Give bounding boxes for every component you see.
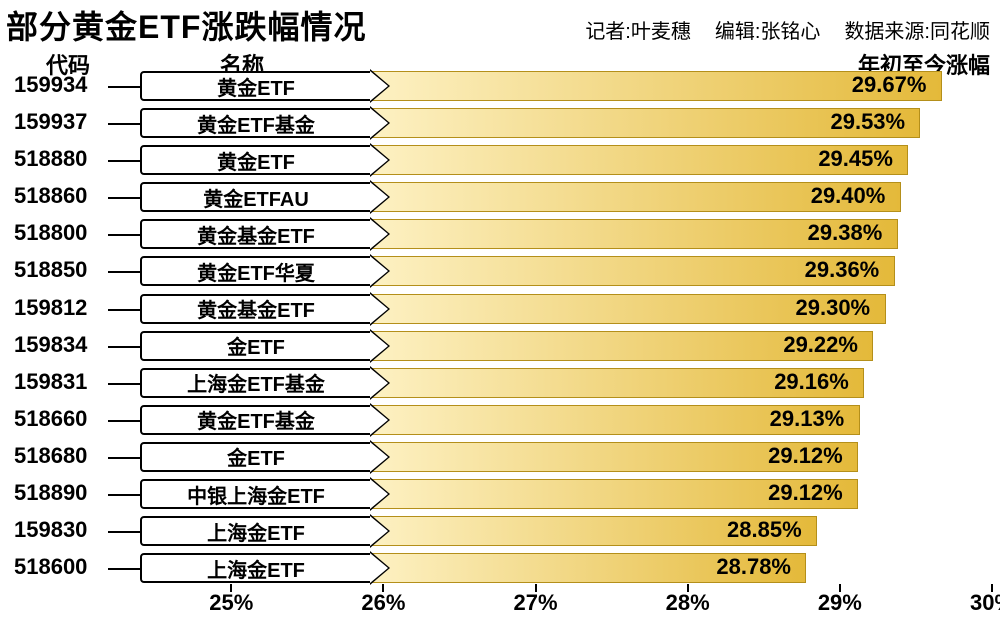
row-value: 29.67% bbox=[852, 72, 927, 98]
connector-line bbox=[108, 457, 140, 459]
row-value: 29.45% bbox=[818, 146, 893, 172]
reporter: 记者:叶麦穗 bbox=[585, 15, 691, 44]
row-value: 29.22% bbox=[783, 332, 858, 358]
row-value: 28.78% bbox=[716, 554, 791, 580]
row-value: 29.38% bbox=[808, 220, 883, 246]
chart-row: 159834 金ETF 29.22% bbox=[0, 328, 1000, 365]
connector-line bbox=[108, 420, 140, 422]
bar-chart: 159934 黄金ETF 29.67% 159937 黄金ETF基金 29.53% 5188… bbox=[0, 68, 1000, 588]
row-code: 159830 bbox=[14, 517, 87, 543]
row-name: 黄金ETF bbox=[140, 71, 372, 101]
row-value: 29.40% bbox=[811, 183, 886, 209]
row-name: 黄金基金ETF bbox=[140, 219, 372, 249]
chart-row: 518860 黄金ETFAU 29.40% bbox=[0, 179, 1000, 216]
row-value: 29.13% bbox=[770, 406, 845, 432]
row-code: 159831 bbox=[14, 369, 87, 395]
x-axis: 25% 26% 27% 28% 29% 30% bbox=[0, 590, 1000, 618]
row-name: 黄金ETF基金 bbox=[140, 108, 372, 138]
row-name: 黄金ETF bbox=[140, 145, 372, 175]
header: 部分黄金ETF涨跌幅情况 记者:叶麦穗 编辑:张铭心 数据来源:同花顺 bbox=[0, 0, 1000, 48]
connector-line bbox=[108, 531, 140, 533]
row-code: 518880 bbox=[14, 146, 87, 172]
connector-line bbox=[108, 160, 140, 162]
connector-line bbox=[108, 568, 140, 570]
chart-row: 518880 黄金ETF 29.45% bbox=[0, 142, 1000, 179]
chart-row: 518800 黄金基金ETF 29.38% bbox=[0, 216, 1000, 253]
row-code: 159812 bbox=[14, 295, 87, 321]
tick-label: 25% bbox=[209, 590, 253, 616]
editor: 编辑:张铭心 bbox=[715, 15, 821, 44]
row-name: 黄金ETF基金 bbox=[140, 405, 372, 435]
row-value: 29.16% bbox=[774, 369, 849, 395]
data-source: 数据来源:同花顺 bbox=[844, 15, 990, 44]
row-code: 518850 bbox=[14, 257, 87, 283]
tick-label: 28% bbox=[666, 590, 710, 616]
tick-label: 27% bbox=[514, 590, 558, 616]
row-code: 518800 bbox=[14, 220, 87, 246]
chart-row: 518600 上海金ETF 28.78% bbox=[0, 550, 1000, 587]
row-value: 29.30% bbox=[796, 295, 871, 321]
row-code: 518660 bbox=[14, 406, 87, 432]
tick-label: 30% bbox=[970, 590, 1000, 616]
row-code: 518680 bbox=[14, 443, 87, 469]
row-name: 上海金ETF bbox=[140, 553, 372, 583]
page-title: 部分黄金ETF涨跌幅情况 bbox=[6, 2, 366, 48]
row-value: 29.53% bbox=[830, 109, 905, 135]
chart-row: 518660 黄金ETF基金 29.13% bbox=[0, 402, 1000, 439]
tick-label: 26% bbox=[361, 590, 405, 616]
chart-row: 518680 金ETF 29.12% bbox=[0, 439, 1000, 476]
connector-line bbox=[108, 197, 140, 199]
tick-label: 29% bbox=[818, 590, 862, 616]
row-value: 29.36% bbox=[805, 257, 880, 283]
chart-row: 518890 中银上海金ETF 29.12% bbox=[0, 476, 1000, 513]
row-code: 518860 bbox=[14, 183, 87, 209]
connector-line bbox=[108, 271, 140, 273]
row-name: 金ETF bbox=[140, 331, 372, 361]
row-code: 159934 bbox=[14, 72, 87, 98]
row-name: 上海金ETF bbox=[140, 516, 372, 546]
connector-line bbox=[108, 494, 140, 496]
row-value: 28.85% bbox=[727, 517, 802, 543]
connector-line bbox=[108, 86, 140, 88]
row-name: 中银上海金ETF bbox=[140, 479, 372, 509]
connector-line bbox=[108, 234, 140, 236]
connector-line bbox=[108, 123, 140, 125]
chart-row: 518850 黄金ETF华夏 29.36% bbox=[0, 253, 1000, 290]
row-value: 29.12% bbox=[768, 443, 843, 469]
row-name: 黄金基金ETF bbox=[140, 294, 372, 324]
chart-row: 159934 黄金ETF 29.67% bbox=[0, 68, 1000, 105]
chart-row: 159831 上海金ETF基金 29.16% bbox=[0, 365, 1000, 402]
chart-row: 159812 黄金基金ETF 29.30% bbox=[0, 291, 1000, 328]
connector-line bbox=[108, 383, 140, 385]
row-code: 159834 bbox=[14, 332, 87, 358]
connector-line bbox=[108, 309, 140, 311]
chart-row: 159830 上海金ETF 28.85% bbox=[0, 513, 1000, 550]
connector-line bbox=[108, 346, 140, 348]
row-code: 159937 bbox=[14, 109, 87, 135]
row-code: 518600 bbox=[14, 554, 87, 580]
row-value: 29.12% bbox=[768, 480, 843, 506]
chart-row: 159937 黄金ETF基金 29.53% bbox=[0, 105, 1000, 142]
row-name: 黄金ETF华夏 bbox=[140, 256, 372, 286]
row-name: 黄金ETFAU bbox=[140, 182, 372, 212]
meta: 记者:叶麦穗 编辑:张铭心 数据来源:同花顺 bbox=[585, 15, 990, 44]
row-name: 金ETF bbox=[140, 442, 372, 472]
row-code: 518890 bbox=[14, 480, 87, 506]
row-name: 上海金ETF基金 bbox=[140, 368, 372, 398]
